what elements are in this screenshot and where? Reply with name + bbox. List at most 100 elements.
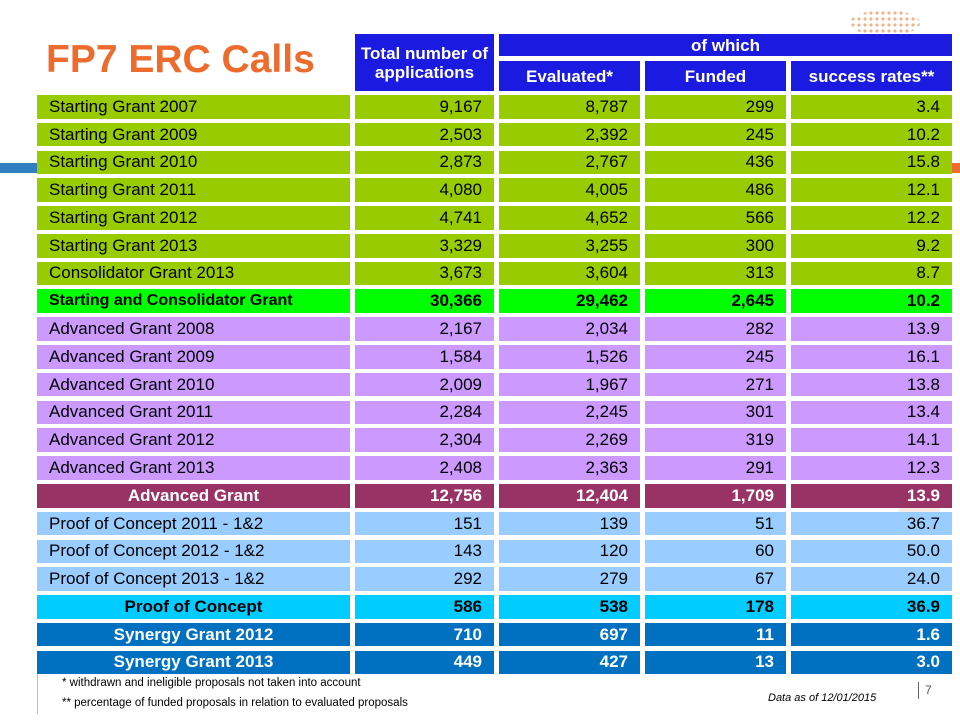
row-name: Starting Grant 2010 — [37, 150, 350, 175]
row-name: Starting Grant 2013 — [37, 233, 350, 258]
header-funded: Funded — [645, 61, 786, 91]
row-name: Proof of Concept 2012 - 1&2 — [37, 539, 350, 564]
table-row: Proof of Concept 2012 - 1&2 143 120 60 50.0 — [37, 539, 952, 564]
row-evaluated: 2,767 — [499, 150, 640, 175]
calls-table: Starting Grant 2007 9,167 8,787 299 3.4 Start… — [37, 95, 952, 678]
row-name: Advanced Grant — [37, 483, 350, 508]
table-row: Starting Grant 2009 2,503 2,392 245 10.2 — [37, 122, 952, 147]
header-evaluated: Evaluated* — [499, 61, 640, 91]
row-funded: 245 — [645, 345, 786, 369]
row-funded: 319 — [645, 428, 786, 452]
row-funded: 271 — [645, 372, 786, 397]
row-success-rate: 24.0 — [791, 567, 952, 591]
row-success-rate: 15.8 — [791, 150, 952, 175]
table-row: Advanced Grant 2009 1,584 1,526 245 16.1 — [37, 345, 952, 369]
row-total: 3,329 — [355, 233, 494, 258]
row-name: Proof of Concept — [37, 595, 350, 619]
row-name: Starting Grant 2012 — [37, 206, 350, 230]
row-funded: 2,645 — [645, 289, 786, 314]
row-name: Starting Grant 2007 — [37, 95, 350, 119]
row-name: Synergy Grant 2013 — [37, 650, 350, 675]
row-funded: 291 — [645, 456, 786, 480]
row-evaluated: 3,255 — [499, 233, 640, 258]
row-funded: 51 — [645, 511, 786, 536]
row-success-rate: 8.7 — [791, 261, 952, 286]
row-evaluated: 2,034 — [499, 317, 640, 341]
row-total: 1,584 — [355, 345, 494, 369]
row-success-rate: 3.0 — [791, 650, 952, 675]
row-evaluated: 8,787 — [499, 95, 640, 119]
row-evaluated: 697 — [499, 622, 640, 647]
row-success-rate: 10.2 — [791, 289, 952, 314]
row-funded: 299 — [645, 95, 786, 119]
row-evaluated: 4,652 — [499, 206, 640, 230]
table-row: Starting and Consolidator Grant 30,366 29,… — [37, 289, 952, 314]
row-total: 710 — [355, 622, 494, 647]
row-total: 2,284 — [355, 400, 494, 425]
row-name: Advanced Grant 2010 — [37, 372, 350, 397]
table-row: Synergy Grant 2012 710 697 11 1.6 — [37, 622, 952, 647]
row-name: Advanced Grant 2012 — [37, 428, 350, 452]
row-evaluated: 12,404 — [499, 483, 640, 508]
row-funded: 436 — [645, 150, 786, 175]
row-funded: 1,709 — [645, 483, 786, 508]
row-evaluated: 2,363 — [499, 456, 640, 480]
footer-divider — [37, 674, 38, 714]
logo-dots — [850, 10, 920, 36]
table-row: Starting Grant 2007 9,167 8,787 299 3.4 — [37, 95, 952, 119]
row-name: Proof of Concept 2013 - 1&2 — [37, 567, 350, 591]
row-success-rate: 9.2 — [791, 233, 952, 258]
data-date: Data as of 12/01/2015 — [768, 692, 877, 704]
row-total: 3,673 — [355, 261, 494, 286]
table-row: Advanced Grant 2008 2,167 2,034 282 13.9 — [37, 317, 952, 341]
row-funded: 67 — [645, 567, 786, 591]
row-total: 586 — [355, 595, 494, 619]
row-success-rate: 14.1 — [791, 428, 952, 452]
row-total: 151 — [355, 511, 494, 536]
table-row: Starting Grant 2011 4,080 4,005 486 12.1 — [37, 178, 952, 202]
row-name: Starting and Consolidator Grant — [37, 289, 350, 314]
row-evaluated: 2,269 — [499, 428, 640, 452]
row-evaluated: 4,005 — [499, 178, 640, 202]
table-row: Proof of Concept 586 538 178 36.9 — [37, 595, 952, 619]
row-success-rate: 1.6 — [791, 622, 952, 647]
row-total: 2,873 — [355, 150, 494, 175]
row-evaluated: 120 — [499, 539, 640, 564]
row-name: Starting Grant 2011 — [37, 178, 350, 202]
row-total: 2,408 — [355, 456, 494, 480]
row-funded: 486 — [645, 178, 786, 202]
row-total: 9,167 — [355, 95, 494, 119]
footnote-success-rates: ** percentage of funded proposals in rel… — [62, 697, 408, 709]
row-funded: 282 — [645, 317, 786, 341]
row-funded: 300 — [645, 233, 786, 258]
row-success-rate: 13.9 — [791, 483, 952, 508]
table-row: Advanced Grant 2013 2,408 2,363 291 12.3 — [37, 456, 952, 480]
row-name: Consolidator Grant 2013 — [37, 261, 350, 286]
row-name: Advanced Grant 2008 — [37, 317, 350, 341]
row-name: Advanced Grant 2011 — [37, 400, 350, 425]
table-row: Advanced Grant 2012 2,304 2,269 319 14.1 — [37, 428, 952, 452]
row-success-rate: 12.1 — [791, 178, 952, 202]
table-row: Proof of Concept 2013 - 1&2 292 279 67 24.0 — [37, 567, 952, 591]
table-row: Consolidator Grant 2013 3,673 3,604 313 8.7 — [37, 261, 952, 286]
row-evaluated: 538 — [499, 595, 640, 619]
header-total-applications: Total number of applications — [355, 34, 494, 91]
row-funded: 301 — [645, 400, 786, 425]
table-row: Advanced Grant 2011 2,284 2,245 301 13.4 — [37, 400, 952, 425]
page-divider — [918, 682, 919, 699]
header-of-which: of which — [499, 34, 952, 56]
row-name: Proof of Concept 2011 - 1&2 — [37, 511, 350, 536]
row-funded: 13 — [645, 650, 786, 675]
footnote-evaluated: * withdrawn and ineligible proposals not… — [62, 677, 361, 689]
table-row: Starting Grant 2010 2,873 2,767 436 15.8 — [37, 150, 952, 175]
row-total: 2,167 — [355, 317, 494, 341]
row-success-rate: 3.4 — [791, 95, 952, 119]
table-row: Advanced Grant 2010 2,009 1,967 271 13.8 — [37, 372, 952, 397]
header-total-label: Total number of applications — [360, 43, 489, 82]
row-total: 4,741 — [355, 206, 494, 230]
row-success-rate: 12.2 — [791, 206, 952, 230]
row-success-rate: 13.8 — [791, 372, 952, 397]
row-name: Synergy Grant 2012 — [37, 622, 350, 647]
row-name: Starting Grant 2009 — [37, 122, 350, 147]
header-success-rates: success rates** — [791, 61, 952, 91]
